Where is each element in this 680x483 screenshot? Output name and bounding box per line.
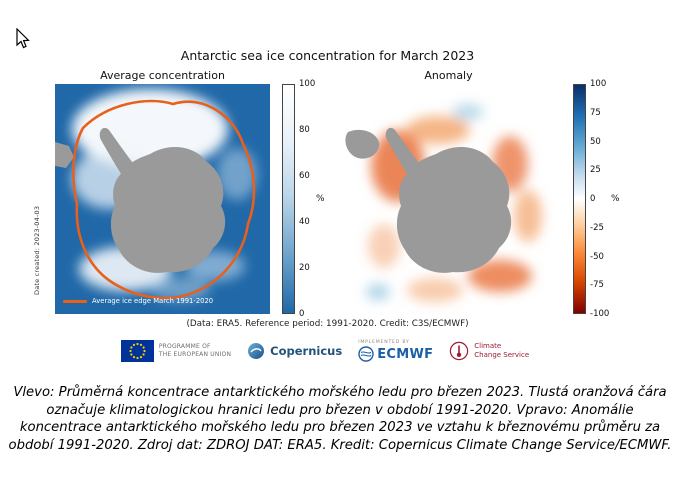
anomaly-unit-label: % [611, 194, 620, 204]
left-panel-title: Average concentration [100, 69, 225, 82]
south-america-tip [345, 129, 380, 159]
ecmwf-label: ECMWF [377, 346, 434, 362]
copernicus-logo [248, 343, 265, 359]
colorbar-tick: 75 [590, 107, 601, 118]
colorbar-tick: 0 [590, 194, 596, 204]
copernicus-label: Copernicus [270, 344, 343, 358]
colorbar-tick: 20 [299, 263, 310, 273]
c3s-line2: Change Service [474, 351, 530, 359]
data-credit-line: (Data: ERA5. Reference period: 1991-2020… [186, 319, 469, 329]
colorbar-tick: 40 [299, 217, 310, 227]
south-america-tip [55, 142, 74, 168]
colorbar-tick: -75 [590, 280, 604, 291]
concentration-colorbar [282, 84, 295, 314]
colorbar-tick: 80 [299, 125, 310, 135]
average-concentration-map [55, 84, 270, 314]
colorbar-tick: 100 [299, 79, 316, 89]
date-created-label: Date created: 2023-04-03 [33, 205, 41, 295]
eu-programme-line2: THE EUROPEAN UNION [158, 351, 232, 358]
mouse-cursor-icon [16, 28, 30, 49]
anomaly-colorbar [573, 84, 586, 314]
colorbar-tick: -50 [590, 251, 604, 262]
climate-change-service-logo [450, 341, 469, 361]
ice-edge-legend-label: Average ice edge March 1991-2020 [92, 297, 214, 305]
eu-programme-label: PROGRAMME OF THE EUROPEAN UNION [159, 343, 231, 359]
colorbar-tick: 100 [590, 79, 607, 89]
ice-edge-contour [72, 99, 256, 300]
ice-edge-legend: Average ice edge March 1991-2020 [63, 297, 213, 305]
c3s-line1: Climate [474, 341, 502, 350]
eu-programme-line1: PROGRAMME OF [158, 342, 211, 350]
anomaly-map [340, 84, 557, 314]
concentration-unit-label: % [316, 194, 325, 204]
colorbar-tick: -25 [590, 222, 604, 233]
eu-flag-logo [120, 340, 154, 362]
colorbar-tick: -100 [590, 309, 610, 319]
copernicus-block: Copernicus [247, 342, 342, 360]
ecmwf-logo [358, 346, 374, 362]
caption-text: Vlevo: Průměrná koncentrace antarktickéh… [8, 385, 672, 453]
ecmwf-block: IMPLEMENTED BY ECMWF [358, 340, 433, 362]
colorbar-tick: 50 [590, 136, 601, 147]
antarctic-peninsula [385, 127, 428, 183]
concentration-colorbar-ticks: 100 80 60 40 20 0 [299, 79, 329, 319]
implemented-by-label: IMPLEMENTED BY [358, 340, 410, 345]
figure-title: Antarctic sea ice concentration for Marc… [180, 48, 475, 63]
logos-row: PROGRAMME OF THE EUROPEAN UNION Copernic… [85, 335, 565, 367]
antarctic-peninsula [99, 127, 142, 183]
c3s-block: Climate Change Service [449, 341, 529, 361]
anomaly-colorbar-ticks: 100 75 50 25 0 -25 -50 -75 -100 [590, 79, 620, 319]
c3s-label: Climate Change Service [474, 342, 529, 360]
ice-edge-line-swatch [63, 299, 87, 303]
colorbar-tick: 0 [299, 309, 305, 319]
eu-programme-block: PROGRAMME OF THE EUROPEAN UNION [120, 340, 231, 362]
right-panel-title: Anomaly [424, 69, 473, 82]
colorbar-tick: 60 [299, 171, 310, 181]
colorbar-tick: 25 [590, 165, 601, 176]
